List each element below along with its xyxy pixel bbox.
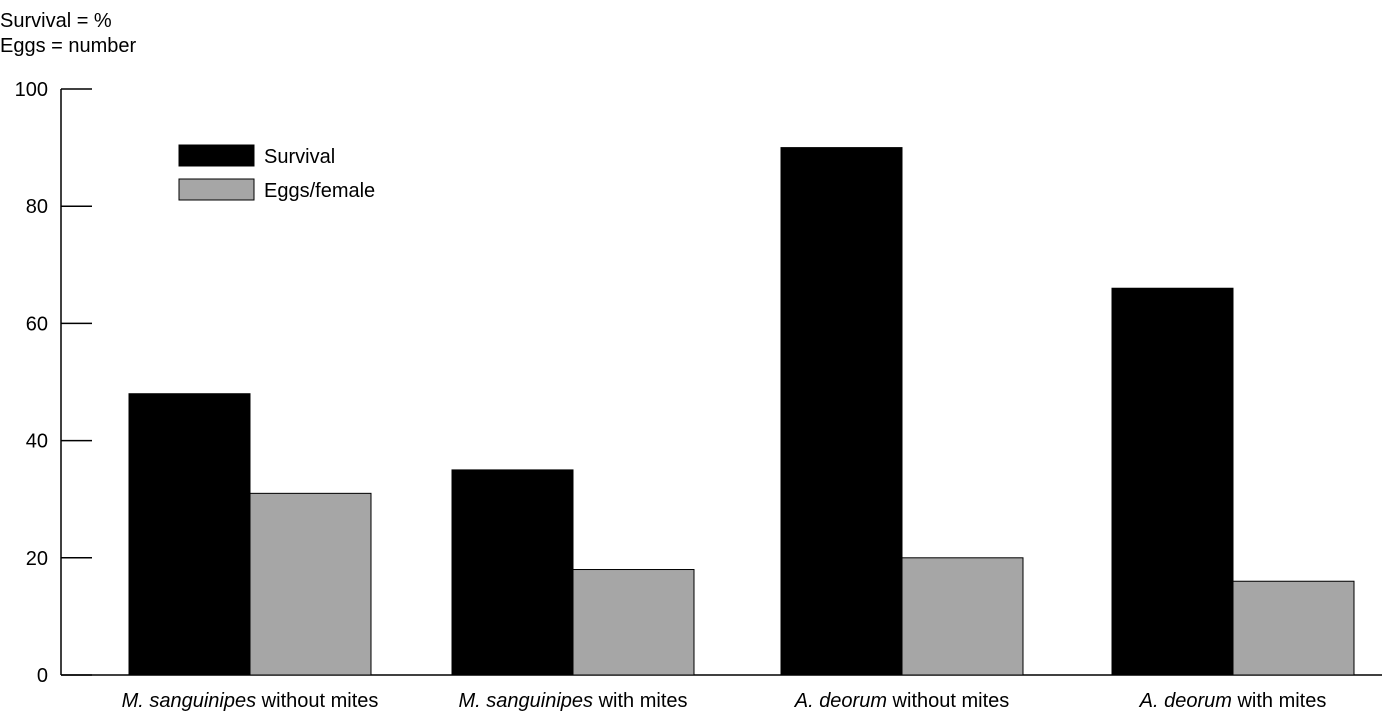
bar-survival-1: [451, 469, 574, 676]
y-tick-label: 0: [37, 665, 48, 687]
x-axis-labels: M. sanguinipes without mites M. sanguinip…: [122, 690, 1327, 712]
legend-label-survival: Survival: [264, 146, 335, 168]
y-axis-ticks: 0 20 40 60 80 100: [15, 79, 92, 687]
x-category-label: M. sanguinipes without mites: [122, 690, 379, 712]
bars: [128, 147, 1355, 676]
bar-survival-0: [128, 393, 251, 676]
y-axis-label-line-1: Survival = %: [0, 10, 112, 32]
bar-survival-3: [1111, 287, 1234, 676]
legend-swatch-eggs: [178, 178, 255, 201]
legend-swatch-survival: [178, 144, 255, 167]
bar-eggs-3: [1232, 580, 1355, 676]
legend: Survival Eggs/female: [178, 144, 375, 202]
y-tick-label: 100: [15, 79, 48, 101]
x-category-label: M. sanguinipes with mites: [459, 690, 688, 712]
y-tick-label: 60: [26, 313, 48, 335]
bar-survival-2: [780, 147, 903, 676]
x-category-label: A. deorum with mites: [1139, 690, 1327, 712]
bar-eggs-2: [901, 557, 1024, 676]
y-axis-label-line-2: Eggs = number: [0, 35, 137, 57]
bar-eggs-0: [249, 492, 372, 676]
y-tick-label: 80: [26, 196, 48, 218]
legend-label-eggs: Eggs/female: [264, 180, 375, 202]
y-tick-label: 20: [26, 548, 48, 570]
y-tick-label: 40: [26, 431, 48, 453]
bar-eggs-1: [572, 569, 695, 676]
x-category-label: A. deorum without mites: [794, 690, 1010, 712]
